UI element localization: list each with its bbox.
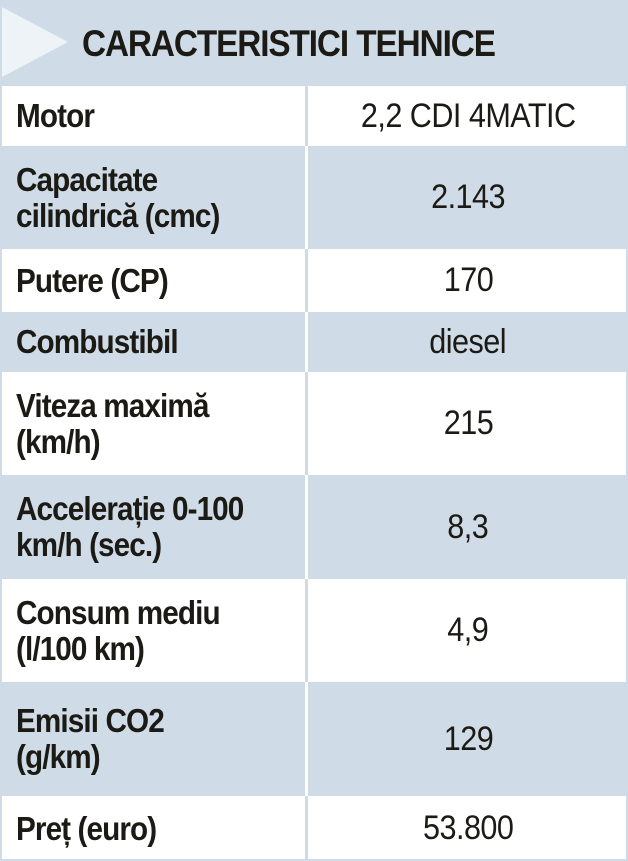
table-title: CARACTERISTICI TEHNICE — [82, 23, 496, 64]
row-label: Consum mediu (l/100 km) — [16, 593, 221, 667]
row-label: Viteza maximă (km/h) — [16, 386, 209, 460]
table-row: Emisii CO2 (g/km) 129 — [0, 682, 628, 796]
table-row: Preț (euro) 53.800 — [0, 796, 628, 861]
row-value: 4,9 — [305, 579, 628, 682]
row-label: Capacitate cilindrică (cmc) — [16, 160, 220, 234]
row-label: Motor — [16, 97, 95, 134]
table-row: Accelerație 0-100 km/h (sec.) 8,3 — [0, 475, 628, 579]
row-value: 2,2 CDI 4MATIC — [305, 86, 628, 146]
row-value: 8,3 — [305, 475, 628, 579]
row-value: 53.800 — [305, 796, 628, 861]
table-header: CARACTERISTICI TEHNICE — [0, 0, 628, 86]
row-value: 215 — [305, 372, 628, 475]
row-label: Preț (euro) — [16, 809, 157, 847]
table-row: Putere (CP) 170 — [0, 249, 628, 312]
row-label: Putere (CP) — [16, 261, 169, 299]
table-row: Consum mediu (l/100 km) 4,9 — [0, 579, 628, 682]
row-value: 129 — [305, 682, 628, 796]
table-row: Capacitate cilindrică (cmc) 2.143 — [0, 146, 628, 249]
row-label: Accelerație 0-100 km/h (sec.) — [16, 490, 244, 563]
row-label: Combustibil — [16, 323, 179, 360]
row-value: diesel — [305, 312, 628, 372]
row-label: Emisii CO2 (g/km) — [16, 702, 165, 775]
row-value: 2.143 — [305, 146, 628, 249]
arrow-icon — [0, 6, 68, 78]
row-value: 170 — [305, 249, 628, 312]
table-row: Viteza maximă (km/h) 215 — [0, 372, 628, 475]
table-row: Combustibil diesel — [0, 312, 628, 372]
table-row: Motor 2,2 CDI 4MATIC — [0, 86, 628, 146]
